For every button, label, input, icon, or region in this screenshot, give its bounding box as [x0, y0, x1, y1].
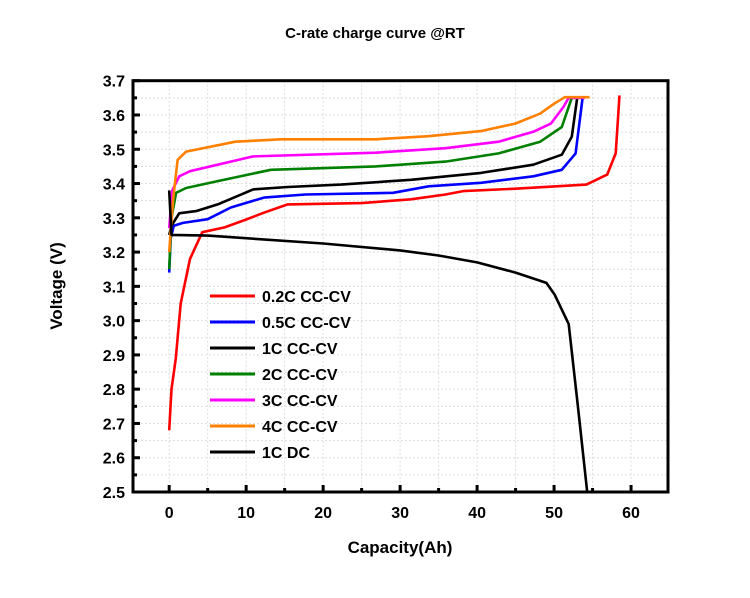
series-line-1c-dc: [167, 190, 589, 493]
x-tick-label: 20: [314, 505, 332, 522]
y-tick-label: 2.9: [103, 348, 125, 365]
series-group: [167, 95, 621, 493]
y-tick-label: 3.6: [103, 108, 125, 125]
series-line-0-5c-cc-cv: [167, 97, 584, 273]
legend: 0.2C CC-CV 0.5C CC-CV 1C CC-CV 2C CC-CV 3C C…: [210, 289, 351, 462]
legend-label: 4C CC-CV: [262, 419, 338, 436]
x-axis-label: Capacity(Ah): [348, 538, 453, 557]
y-tick-label: 3.5: [103, 142, 125, 159]
x-tick-label: 30: [391, 505, 409, 522]
legend-label: 1C DC: [262, 445, 310, 462]
series-line-1c-cc-cv: [167, 97, 579, 236]
legend-label: 0.2C CC-CV: [262, 289, 351, 306]
series-line-2c-cc-cv: [167, 96, 581, 270]
x-tick-label: 10: [237, 505, 255, 522]
y-tick-label: 3.1: [103, 279, 125, 296]
ticks: 0 10 20 30 40 50 60 2.5 2.6 2.7 2.8 2.9 3.0 3.1 3.2 3.3…: [103, 74, 640, 522]
series-line-3c-cc-cv: [167, 96, 585, 229]
y-tick-label: 3.7: [103, 74, 125, 91]
legend-label: 1C CC-CV: [262, 341, 338, 358]
series-line-4c-cc-cv: [167, 95, 590, 253]
y-tick-label: 2.5: [103, 485, 125, 502]
y-tick-label: 2.6: [103, 451, 125, 468]
series-line-0-2c-cc-cv: [167, 95, 621, 431]
y-axis-label: Voltage (V): [47, 242, 66, 330]
y-tick-label: 2.8: [103, 382, 125, 399]
legend-label: 2C CC-CV: [262, 367, 338, 384]
legend-label: 3C CC-CV: [262, 393, 338, 410]
x-tick-label: 60: [622, 505, 640, 522]
y-tick-label: 3.4: [103, 177, 125, 194]
legend-label: 0.5C CC-CV: [262, 315, 351, 332]
y-tick-label: 2.7: [103, 416, 125, 433]
chart-title: C-rate charge curve @RT: [285, 25, 465, 42]
y-tick-label: 3.2: [103, 245, 125, 262]
y-tick-label: 3.3: [103, 211, 125, 228]
x-tick-label: 0: [165, 505, 174, 522]
grid: [133, 80, 668, 493]
x-tick-label: 40: [468, 505, 486, 522]
x-tick-label: 50: [545, 505, 563, 522]
y-tick-label: 3.0: [103, 314, 125, 331]
